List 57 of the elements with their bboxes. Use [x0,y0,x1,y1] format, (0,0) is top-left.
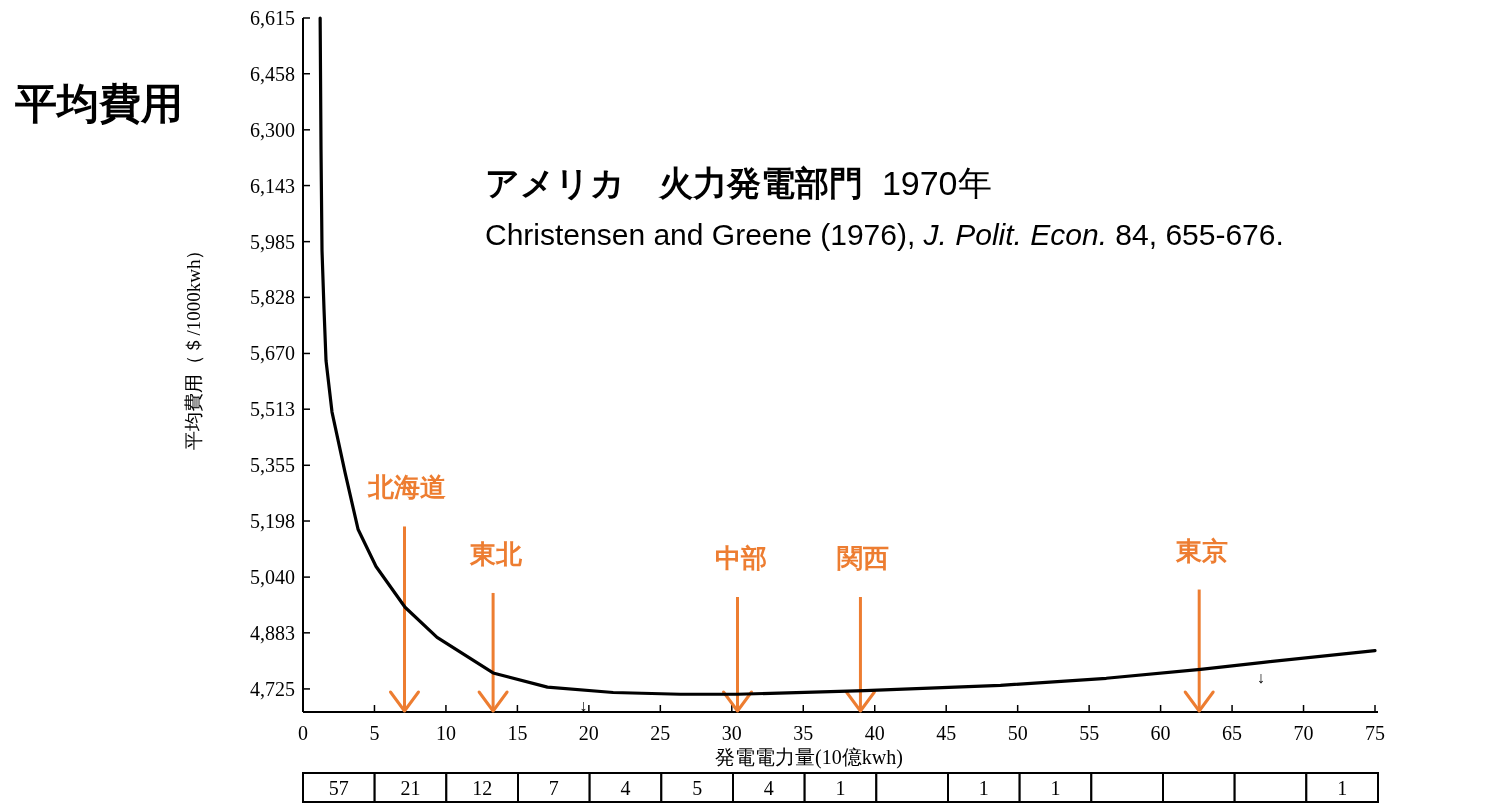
x-tick-label: 55 [1079,722,1100,744]
data-label: 4 [620,776,631,799]
y-axis-title: 平均費用（＄/1000kwh） [183,240,204,450]
data-label: 57 [328,776,349,799]
y-tick-label: 5,985 [250,230,295,253]
x-tick-label: 75 [1365,722,1385,744]
y-tick-label: 6,300 [250,118,295,141]
y-tick-label: 5,513 [250,398,295,421]
data-label: 12 [472,776,493,799]
y-tick-label: 6,615 [250,7,295,29]
data-label: 4 [763,776,774,799]
x-tick-label: 70 [1293,722,1314,744]
ref-line: 関西 [837,543,890,713]
x-tick-label: 40 [864,722,885,744]
ref-line: 東北 [470,538,523,713]
data-label: 1 [1050,776,1061,799]
x-tick-label: 25 [650,722,671,744]
y-tick-label: 5,670 [250,342,295,365]
data-label: 1 [978,776,989,799]
ref-line-label: 中部 [714,543,767,573]
annotation: ↓ [1256,668,1265,686]
ref-line: 東京 [1176,535,1229,713]
data-label: 1 [1337,776,1348,799]
data-label: 21 [400,776,421,799]
ref-line-label: 東北 [469,538,524,569]
x-tick-label: 45 [936,722,957,744]
x-tick-label: 5 [369,722,380,744]
text: 平均費用 [14,80,183,127]
ref-line: 中部 [714,543,767,713]
data-label: 5 [692,776,703,799]
x-axis-title: 発電電力量(10億kwh) [715,746,903,769]
y-tick-label: 5,040 [250,566,295,589]
data-label: 1 [835,776,846,799]
y-tick-label: 5,198 [250,510,295,533]
ref-line-label: 北海道 [367,472,447,503]
x-tick-label: 10 [435,722,456,744]
x-tick-label: 60 [1150,722,1171,744]
ref-line-label: 関西 [837,543,890,573]
y-tick-label: 6,143 [250,174,295,197]
data-label: 7 [548,776,559,799]
x-tick-label: 35 [793,722,814,744]
y-tick-label: 5,355 [250,454,295,477]
x-tick-label: 50 [1007,722,1028,744]
x-tick-label: 0 [298,722,308,744]
y-tick-label: 4,883 [250,621,295,644]
x-tick-label: 20 [578,722,599,744]
y-tick-label: 5,828 [250,286,295,309]
annotation: ↓ [579,696,588,714]
text: アメリカ 火力発電部門 1970年 [485,164,992,202]
ref-line-label: 東京 [1175,535,1229,566]
x-tick-label: 65 [1222,722,1243,744]
text: Christensen and Greene (1976), J. Polit. Econ. 84, 655-676. [485,218,1284,251]
ref-line: 北海道 [368,472,447,713]
y-tick-label: 6,458 [250,62,295,85]
x-tick-label: 30 [721,722,742,744]
x-tick-label: 15 [507,722,528,744]
y-tick-label: 4,725 [250,677,295,700]
